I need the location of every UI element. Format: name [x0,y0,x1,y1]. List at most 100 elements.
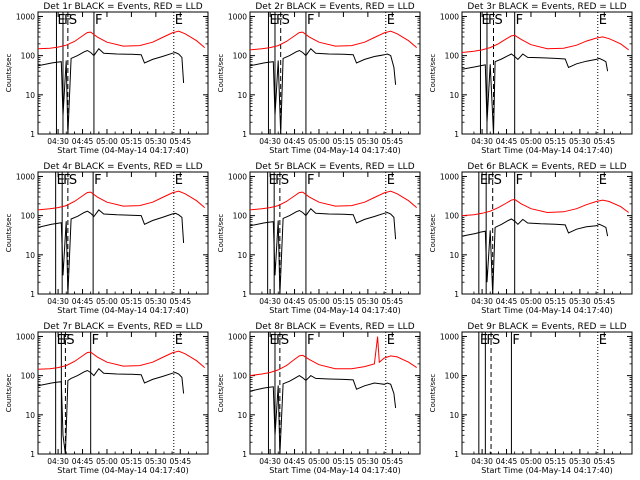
marker-label-e: E [269,333,277,348]
marker-label-e: E [269,173,277,188]
marker-label-f: F [94,173,101,188]
y-tick-label: 1000 [228,332,247,341]
plot-frame [249,331,421,455]
x-tick-label: 04:45 [72,297,94,306]
plot-frame [249,171,421,295]
y-axis-label: Counts/sec [217,54,225,93]
y-tick-label: 1 [242,290,247,299]
panel-title: Det 5r BLACK = Events, RED = LLD [255,162,414,172]
x-tick-label: 05:45 [593,297,615,306]
y-tick-label: 10 [237,411,247,420]
x-tick-label: 05:15 [333,457,355,466]
y-tick-label: 10 [237,251,247,260]
x-axis-label: Start Time (04-May-14 04:17:40) [481,306,612,315]
x-tick-label: 04:45 [496,457,518,466]
series-lld-line [250,190,418,211]
panel-5: Det 5r BLACK = Events, RED = LLD Counts/s… [217,162,421,315]
x-tick-label: 04:30 [259,457,281,466]
series-lld-line [462,198,629,217]
marker-label-f: F [488,13,495,28]
marker-label-f: F [307,173,314,188]
x-axis-label: Start Time (04-May-14 04:17:40) [269,306,400,315]
panel-title: Det 1r BLACK = Events, RED = LLD [43,2,202,12]
series-events-line [250,374,397,454]
y-tick-label: 1 [30,130,35,139]
marker-label-f: F [92,333,99,348]
x-tick-label: 04:45 [72,137,94,146]
plot-area [38,172,206,294]
x-tick-label: 05:15 [121,137,143,146]
y-tick-label: 100 [233,52,248,61]
marker-label-e: E [387,333,395,348]
plot-frame [461,331,633,455]
marker-label-e: E [599,13,607,28]
series-events-line [250,207,397,294]
y-axis-label: Counts/sec [217,214,225,253]
x-axis-label: Start Time (04-May-14 04:17:40) [57,466,188,475]
x-tick-label: 05:30 [357,457,379,466]
y-tick-label: 1 [454,290,459,299]
y-tick-label: 10 [25,411,35,420]
x-tick-label: 05:00 [520,297,542,306]
x-tick-label: 05:00 [308,297,330,306]
plot-area [250,172,418,294]
x-tick-label: 04:30 [47,297,69,306]
series-lld-line [38,350,206,370]
y-tick-label: 100 [445,52,460,61]
marker-label-e: E [175,13,183,28]
plot-area [462,172,629,294]
x-tick-label: 05:30 [357,137,379,146]
x-tick-label: 05:15 [333,137,355,146]
series-events-line [38,209,185,294]
marker-label-f: F [307,13,314,28]
x-tick-label: 05:45 [169,457,191,466]
marker-label-f: F [275,173,282,188]
x-axis-label: Start Time (04-May-14 04:17:40) [57,306,188,315]
x-tick-label: 04:30 [259,297,281,306]
x-tick-label: 05:45 [593,137,615,146]
x-tick-label: 05:30 [569,297,591,306]
y-axis-label: Counts/sec [5,374,13,413]
y-tick-label: 10 [449,411,459,420]
marker-label-s: S [492,333,500,348]
x-tick-label: 04:45 [72,457,94,466]
x-tick-label: 04:45 [284,457,306,466]
marker-label-e: E [175,333,183,348]
y-tick-label: 1 [454,450,459,459]
y-tick-label: 10 [237,91,247,100]
y-tick-label: 1000 [16,332,35,341]
marker-label-e: E [57,173,65,188]
x-tick-label: 05:30 [145,137,167,146]
x-tick-label: 04:45 [284,297,306,306]
series-events-line [462,53,609,134]
x-tick-label: 05:00 [96,137,118,146]
series-lld-line [250,336,417,377]
x-tick-label: 05:45 [381,297,403,306]
x-tick-label: 05:00 [520,137,542,146]
y-tick-label: 1 [30,450,35,459]
y-axis-label: Counts/sec [429,54,437,93]
x-axis-label: Start Time (04-May-14 04:17:40) [57,146,188,155]
marker-label-s: S [69,173,77,188]
marker-label-f: F [516,13,523,28]
y-tick-label: 1000 [228,172,247,181]
y-tick-label: 1000 [16,172,35,181]
panel-title: Det 4r BLACK = Events, RED = LLD [43,162,202,172]
series-lld-line [462,34,630,53]
y-tick-label: 100 [21,52,36,61]
y-axis-label: Counts/sec [5,54,13,93]
y-tick-label: 1000 [440,172,459,181]
y-tick-label: 100 [233,372,248,381]
x-tick-label: 05:00 [520,457,542,466]
x-tick-label: 04:30 [47,137,69,146]
x-tick-label: 05:00 [308,457,330,466]
panel-title: Det 6r BLACK = Events, RED = LLD [467,162,626,172]
y-axis-label: Counts/sec [429,374,437,413]
marker-label-e: E [480,173,488,188]
marker-label-e: E [481,13,489,28]
panel-title: Det 7r BLACK = Events, RED = LLD [43,322,202,332]
x-tick-label: 04:30 [471,297,493,306]
x-tick-label: 05:00 [96,297,118,306]
plot-area [250,12,418,134]
